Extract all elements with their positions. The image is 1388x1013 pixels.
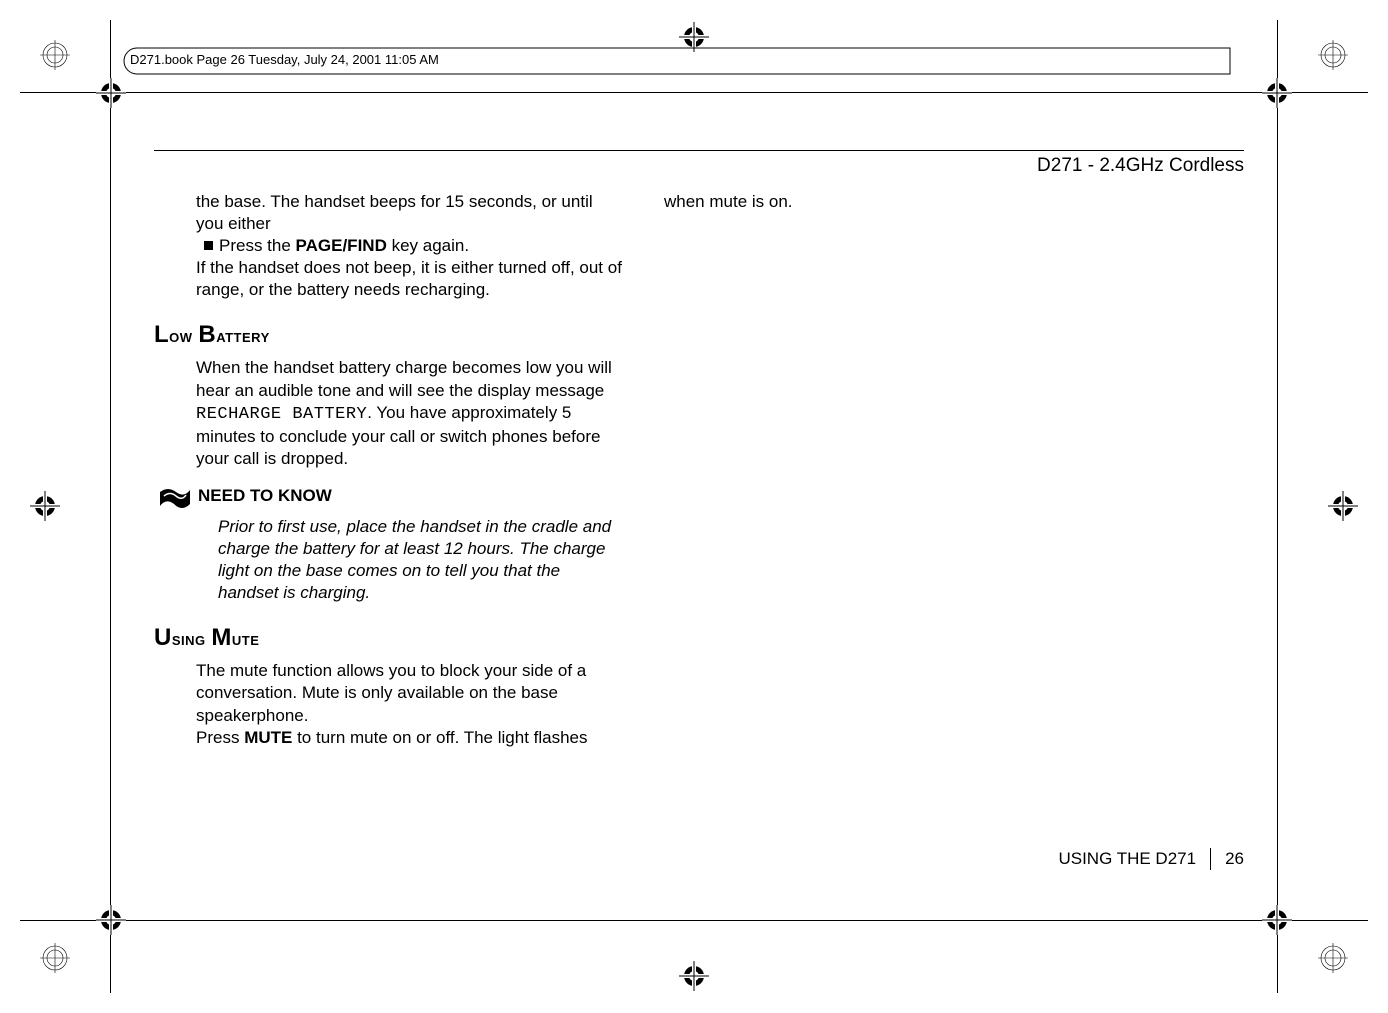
need-to-know-block: NEED TO KNOW: [158, 486, 624, 512]
bullet-text: key again.: [387, 236, 469, 255]
crop-target-icon: [30, 491, 60, 521]
section-heading-low-battery: Low Battery: [154, 321, 624, 349]
page-footer: USING THE D271 26: [1058, 848, 1244, 870]
need-to-know-body: Prior to first use, place the handset in…: [218, 516, 624, 604]
column-right: when mute is on.: [664, 191, 1134, 749]
crop-target-icon: [679, 961, 709, 991]
footer-separator: [1210, 848, 1211, 870]
lcd-message: RECHARGE BATTERY: [196, 405, 367, 424]
need-to-know-title: NEED TO KNOW: [198, 486, 332, 506]
registration-mark-icon: [1318, 943, 1348, 973]
bullet-item: Press the PAGE/FIND key again.: [204, 235, 624, 257]
footer-page-number: 26: [1225, 849, 1244, 869]
paragraph: When the handset battery charge becomes …: [196, 357, 624, 469]
registration-mark-icon: [40, 943, 70, 973]
key-label: MUTE: [244, 728, 292, 747]
paragraph: Press MUTE to turn mute on or off. The l…: [196, 727, 624, 749]
running-head: D271.book Page 26 Tuesday, July 24, 2001…: [130, 52, 439, 67]
crop-line-right: [1277, 20, 1278, 993]
crop-line-top: [20, 92, 1368, 93]
crop-line-bottom: [20, 920, 1368, 921]
crop-target-icon: [1262, 78, 1292, 108]
need-to-know-icon: [158, 486, 192, 512]
footer-section: USING THE D271: [1058, 849, 1196, 869]
paragraph: when mute is on.: [664, 191, 1134, 213]
square-bullet-icon: [204, 241, 213, 250]
paragraph: the base. The handset beeps for 15 secon…: [196, 191, 624, 235]
registration-mark-icon: [1318, 40, 1348, 70]
paragraph: The mute function allows you to block yo…: [196, 660, 624, 726]
text-run: When the handset battery charge becomes …: [196, 358, 612, 399]
crop-target-icon: [1262, 905, 1292, 935]
header-product: D271 - 2.4GHz Cordless: [154, 155, 1244, 177]
crop-target-icon: [96, 905, 126, 935]
text-run: to turn mute on or off. The light flashe…: [292, 728, 587, 747]
bullet-text: Press the: [219, 236, 296, 255]
key-label: PAGE/FIND: [296, 236, 387, 255]
column-left: the base. The handset beeps for 15 secon…: [154, 191, 624, 749]
crop-target-icon: [1328, 491, 1358, 521]
text-run: Press: [196, 728, 244, 747]
paragraph: If the handset does not beep, it is eith…: [196, 257, 624, 301]
section-heading-using-mute: Using Mute: [154, 624, 624, 652]
crop-line-left: [110, 20, 111, 993]
header-rule: [154, 150, 1244, 151]
registration-mark-icon: [40, 40, 70, 70]
page-content: D271 - 2.4GHz Cordless the base. The han…: [154, 150, 1244, 870]
crop-target-icon: [96, 78, 126, 108]
